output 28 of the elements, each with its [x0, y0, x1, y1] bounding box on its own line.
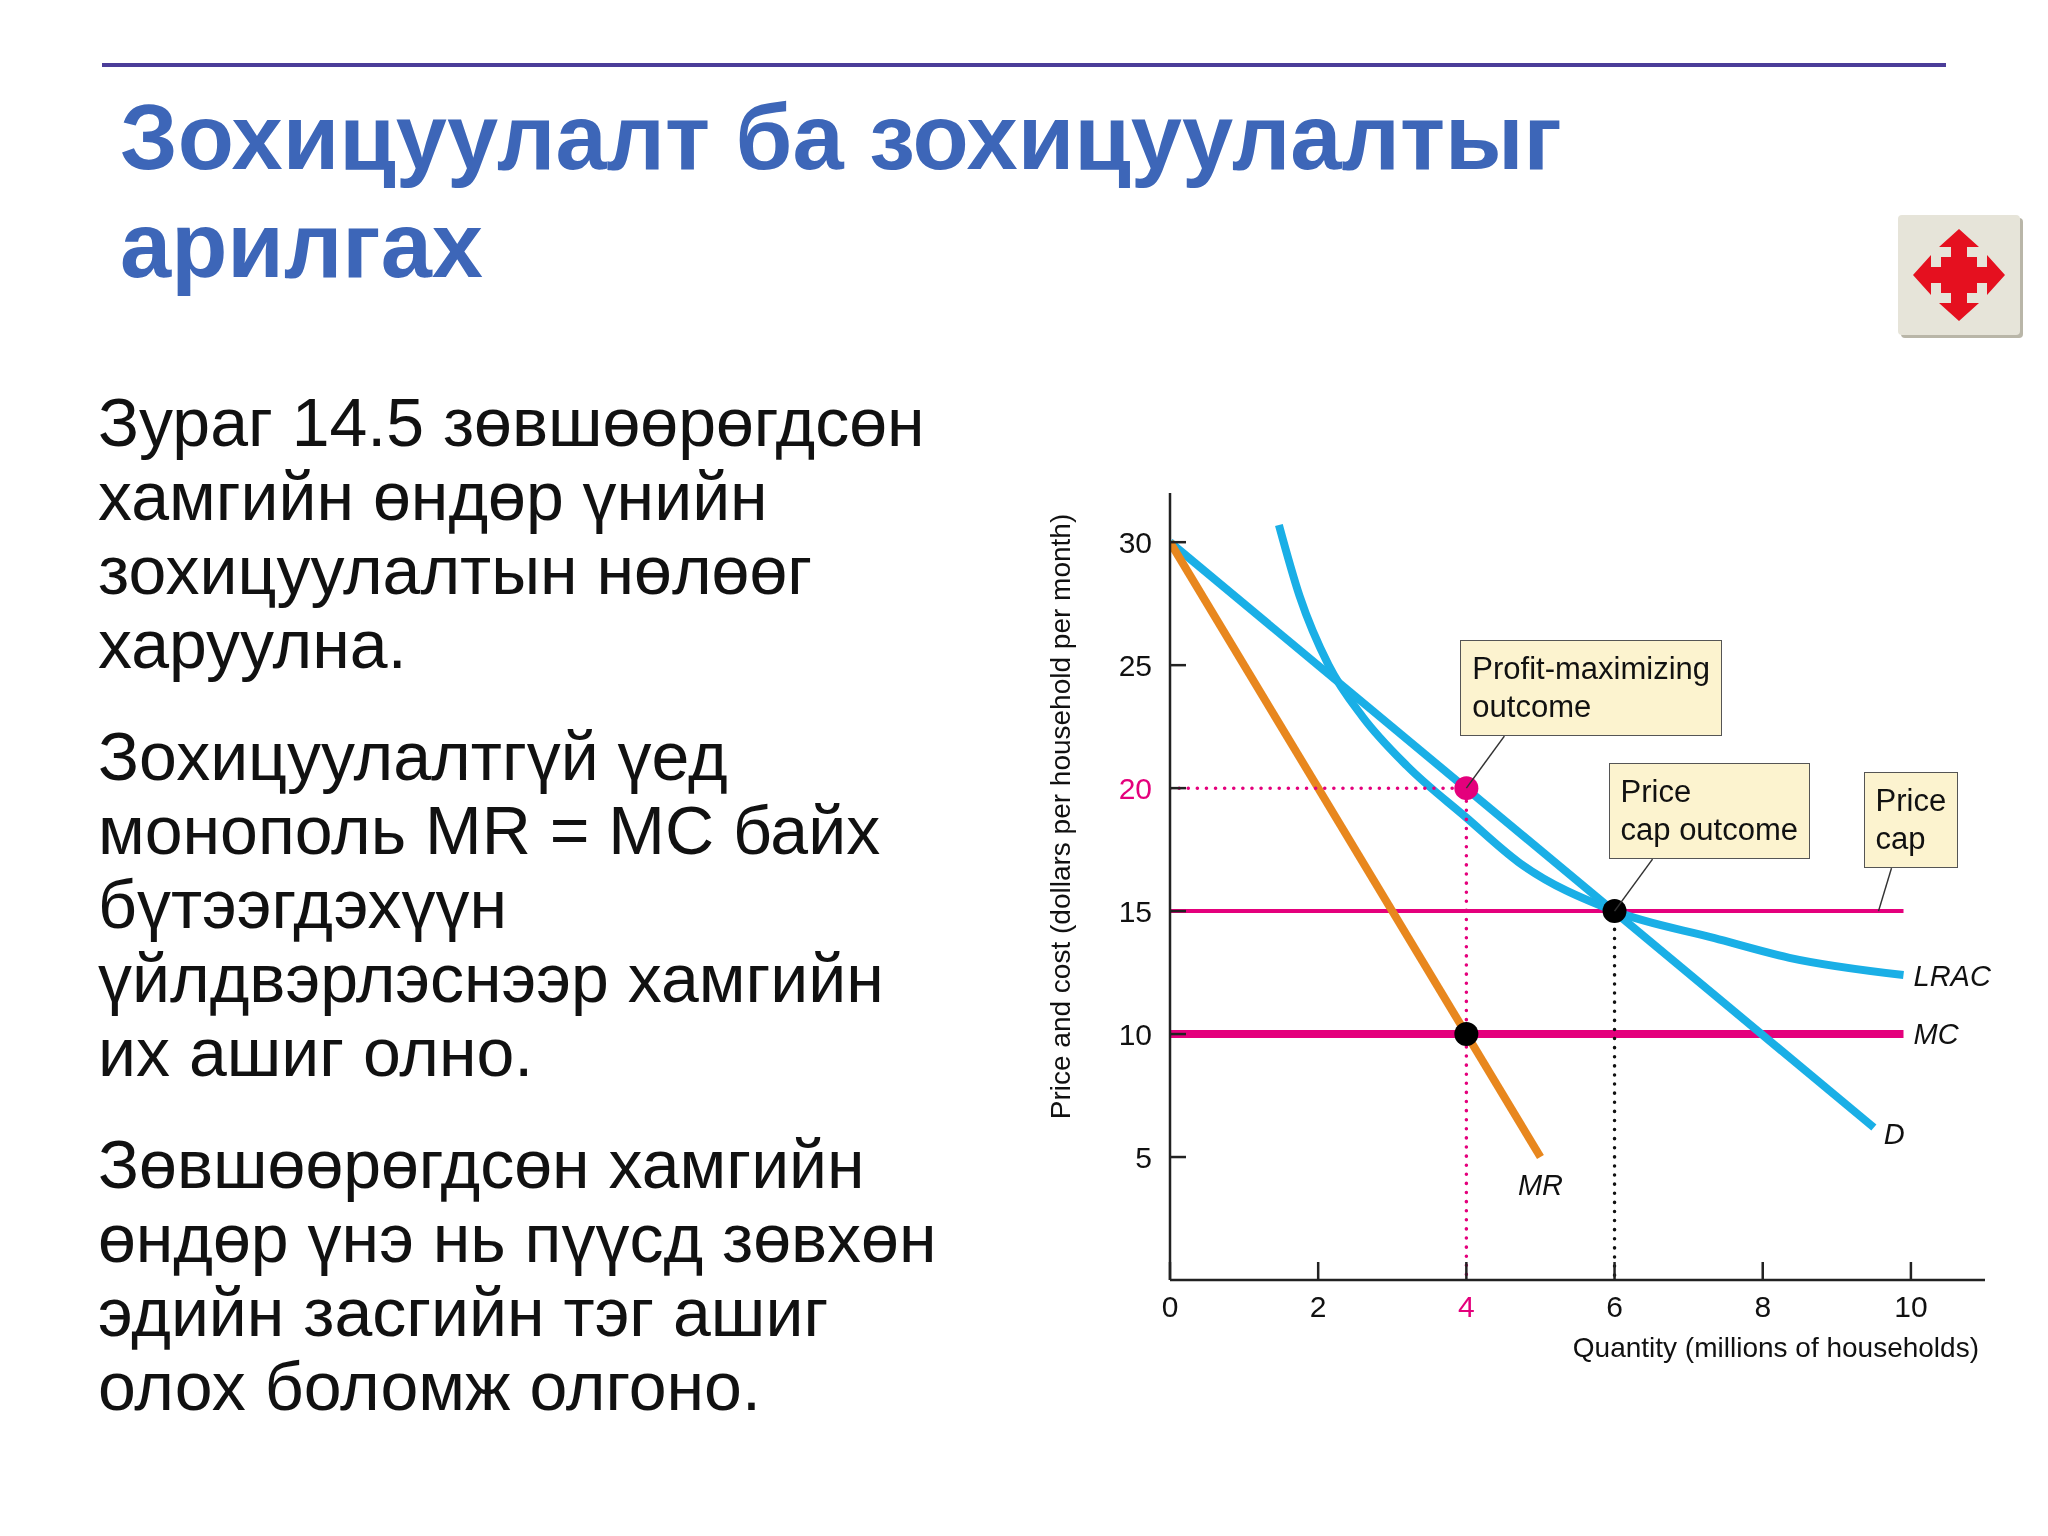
x-tick-label: 2 — [1309, 1289, 1327, 1323]
x-tick-label: 0 — [1161, 1289, 1179, 1323]
x-tick-label: 6 — [1606, 1289, 1623, 1323]
chart-title: Зохицуулалт ба зохицуулалтыг арилгах — [120, 85, 1563, 298]
x-axis-title: Quantity (millions of households) — [1572, 1331, 1979, 1363]
text: Зураг 14.5 зөвшөөрөгдсөн хамгийн өндөр үнийн зохицуулалтын нөлөөг харуулна. — [98, 384, 926, 682]
point — [1602, 899, 1627, 924]
series-label: MR — [1517, 1169, 1564, 1202]
y-axis-title: Price and cost (dollars per household per month) — [1044, 513, 1076, 1120]
text: Зохицуулалтгүй үед монополь MR = MC байх бүтээгдэхүүн үйлдвэрлэснээр хамгийн их ашиг олно. — [98, 718, 885, 1090]
y-tick-label: 10 — [1118, 1017, 1152, 1051]
text: Зөвшөөрөгдсөн хамгийн өндөр үнэ нь пүүсд зөвхөн эдийн засгийн тэг ашиг олох боломж олгоно. — [98, 1126, 938, 1424]
y-tick-label: 20 — [1118, 771, 1152, 805]
point — [1454, 1022, 1479, 1047]
annotation: Price cap outcome — [1608, 763, 1811, 860]
x-tick-label: 4 — [1458, 1289, 1475, 1323]
series-label: D — [1883, 1118, 1905, 1151]
y-tick-label: 25 — [1118, 648, 1152, 682]
point — [1454, 776, 1479, 801]
series-label: MC — [1913, 1018, 1960, 1051]
series-label: LRAC — [1913, 960, 1992, 993]
y-tick-label: 5 — [1135, 1140, 1152, 1174]
ref-line-label: Price cap — [1863, 772, 1959, 869]
y-tick-label: 30 — [1118, 525, 1152, 559]
x-tick-label: 10 — [1894, 1289, 1928, 1323]
y-tick-label: 15 — [1118, 894, 1152, 928]
annotation: Profit-maximizing outcome — [1460, 640, 1723, 737]
x-tick-label: 8 — [1754, 1289, 1772, 1323]
